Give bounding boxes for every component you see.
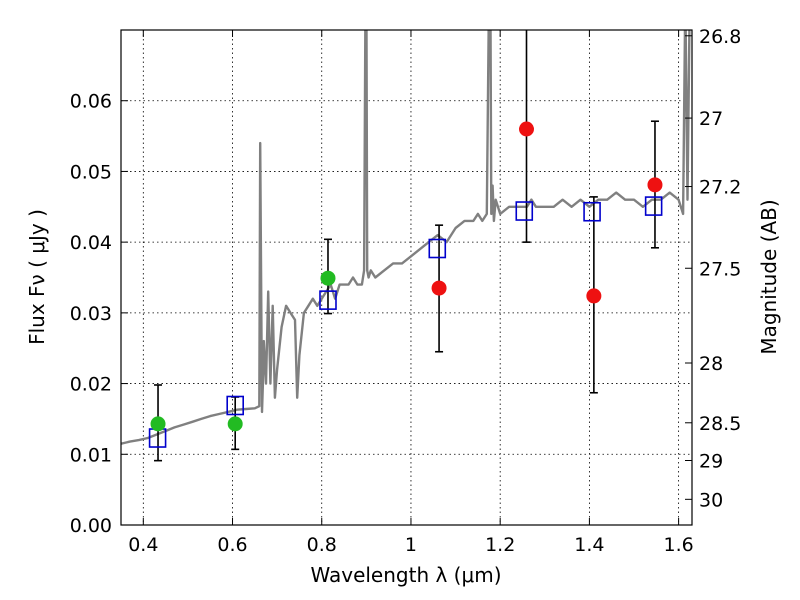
x-tick-label: 1.4 [574,534,604,556]
x-axis-label: Wavelength λ (μm) [310,563,501,587]
grid-lines [121,30,692,525]
plot-frame [120,29,693,526]
x-tick-label: 0.6 [217,534,247,556]
y-tick-label: 0.01 [70,444,112,466]
right-tick-label: 26.8 [699,26,741,48]
y-tick-label: 0.05 [70,161,112,183]
observed-flux-point [150,416,166,432]
y-tick-label: 0.04 [70,232,112,254]
y-tick-label: 0.02 [70,374,112,396]
model-photometry-square [644,196,663,216]
model-photometry-square [515,201,534,221]
right-tick-label: 29 [699,451,723,473]
observed-flux-point [431,280,447,296]
x-tick-label: 0.4 [128,534,158,556]
model-spectrum-line [121,30,691,445]
model-photometry-square [319,290,337,310]
model-photometry-square [583,201,601,222]
y-tick-label: 0.00 [70,515,112,537]
right-tick-label: 28.5 [699,413,741,435]
right-tick-label: 28 [699,353,723,375]
model-photometry-square [428,238,447,259]
observed-flux-point [647,177,663,193]
observed-flux-point [320,270,336,286]
y-tick-label: 0.03 [70,303,112,325]
observed-flux-point [586,288,602,304]
y-axis-label: Flux Fν ( μJy ) [25,209,49,345]
observed-flux-point [227,416,243,432]
axis-ticks: 0.4 0.6 0.8 1 1.2 1.4 1.6 0.00 0.01 0.02 0.03 0.04 0… [70,26,742,556]
observed-flux-point [518,121,534,137]
x-tick-label: 0.8 [307,534,337,556]
x-tick-label: 1 [405,534,417,556]
model-photometry-square [226,395,244,416]
right-tick-label: 27.2 [699,177,741,199]
x-tick-label: 1.2 [485,534,515,556]
right-axis-label: Magnitude (AB) [757,199,781,354]
y-tick-label: 0.06 [70,91,112,113]
right-tick-label: 27.5 [699,258,741,280]
x-tick-label: 1.6 [664,534,694,556]
right-tick-label: 30 [699,489,723,511]
plot-area [121,30,691,462]
right-tick-label: 27 [699,108,723,130]
